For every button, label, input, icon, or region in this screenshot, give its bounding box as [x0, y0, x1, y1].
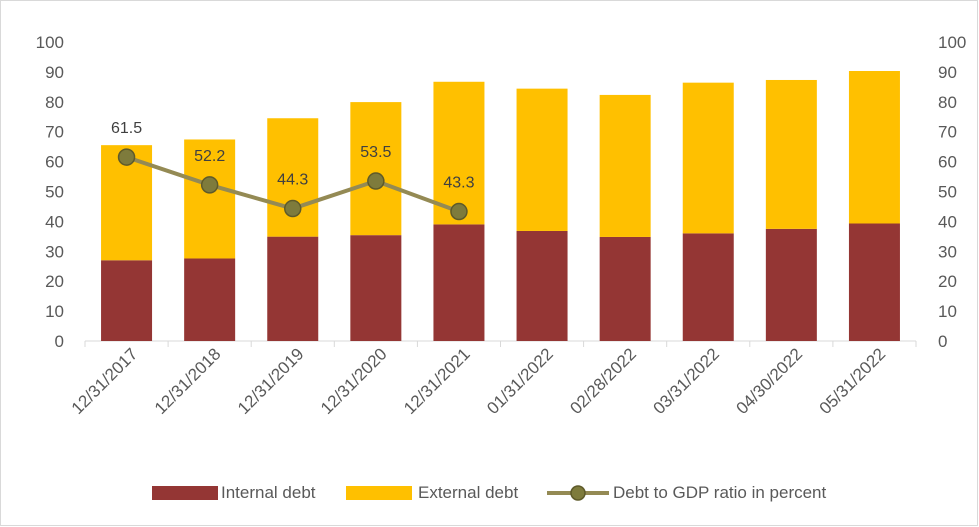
y-left-tick-label: 10 — [45, 302, 64, 321]
y-right-tick-label: 30 — [938, 242, 957, 261]
bar-internal-debt — [599, 236, 651, 341]
y-left-tick-label: 60 — [45, 153, 64, 172]
bar-internal-debt — [184, 258, 236, 341]
y-right-tick-label: 0 — [938, 332, 947, 351]
x-tick-label: 03/31/2022 — [649, 344, 723, 418]
y-left-tick-label: 50 — [45, 183, 64, 202]
y-right-tick-label: 50 — [938, 183, 957, 202]
legend-label-external-debt: External debt — [418, 483, 518, 502]
ratio-point-marker — [284, 199, 302, 218]
x-tick-label: 12/31/2017 — [68, 344, 142, 418]
bar-external-debt — [765, 79, 817, 229]
y-left-tick-label: 70 — [45, 123, 64, 142]
y-right-tick-label: 60 — [938, 153, 957, 172]
legend-label-internal-debt: Internal debt — [221, 483, 316, 502]
x-tick-label: 01/31/2022 — [483, 344, 557, 418]
y-left-tick-label: 80 — [45, 93, 64, 112]
bar-internal-debt — [101, 260, 153, 341]
bar-internal-debt — [433, 224, 485, 341]
bar-internal-debt — [267, 236, 319, 341]
ratio-point-marker — [367, 172, 385, 190]
ratio-point-marker — [117, 148, 136, 166]
ratio-data-label: 61.5 — [111, 120, 142, 137]
bar-internal-debt — [516, 230, 568, 341]
y-right-tick-label: 10 — [938, 302, 957, 321]
bar-external-debt — [682, 82, 734, 234]
y-right-tick-label: 100 — [938, 33, 966, 52]
bar-external-debt — [848, 71, 900, 224]
legend-swatch-external-debt — [346, 486, 412, 500]
y-left-tick-label: 0 — [55, 332, 64, 351]
legend-label-ratio: Debt to GDP ratio in percent — [613, 483, 827, 502]
ratio-data-label: 52.2 — [194, 148, 225, 165]
y-left-tick-label: 90 — [45, 63, 64, 82]
bar-external-debt — [350, 102, 402, 236]
bar-external-debt — [516, 88, 568, 231]
x-tick-label: 04/30/2022 — [733, 344, 807, 418]
ratio-data-label: 44.3 — [277, 172, 308, 189]
legend-marker-ratio — [570, 485, 586, 501]
y-left-tick-label: 20 — [45, 272, 64, 291]
y-left-tick-label: 40 — [45, 212, 64, 231]
y-right-tick-label: 80 — [938, 93, 957, 112]
ratio-data-label: 53.5 — [360, 144, 391, 161]
y-left-tick-label: 100 — [36, 33, 64, 52]
bar-external-debt — [184, 139, 236, 259]
ratio-point-marker — [200, 176, 219, 194]
ratio-data-label: 43.3 — [443, 175, 474, 192]
x-tick-label: 12/31/2020 — [317, 344, 391, 418]
ratio-point-marker — [450, 202, 468, 221]
x-tick-label: 05/31/2022 — [816, 344, 890, 418]
x-tick-label: 12/31/2018 — [151, 344, 225, 418]
y-right-tick-label: 70 — [938, 123, 957, 142]
bar-internal-debt — [765, 228, 817, 341]
y-right-tick-label: 90 — [938, 63, 957, 82]
bar-external-debt — [599, 94, 651, 237]
bar-internal-debt — [350, 235, 402, 341]
x-tick-label: 12/31/2021 — [400, 344, 474, 418]
bar-internal-debt — [682, 233, 734, 341]
y-right-tick-label: 40 — [938, 212, 957, 231]
y-left-tick-label: 30 — [45, 242, 64, 261]
bar-external-debt — [433, 81, 485, 225]
y-right-tick-label: 20 — [938, 272, 957, 291]
legend-swatch-internal-debt — [152, 486, 218, 500]
x-tick-label: 12/31/2019 — [234, 344, 308, 418]
bar-internal-debt — [848, 223, 900, 341]
x-tick-label: 02/28/2022 — [566, 344, 640, 418]
